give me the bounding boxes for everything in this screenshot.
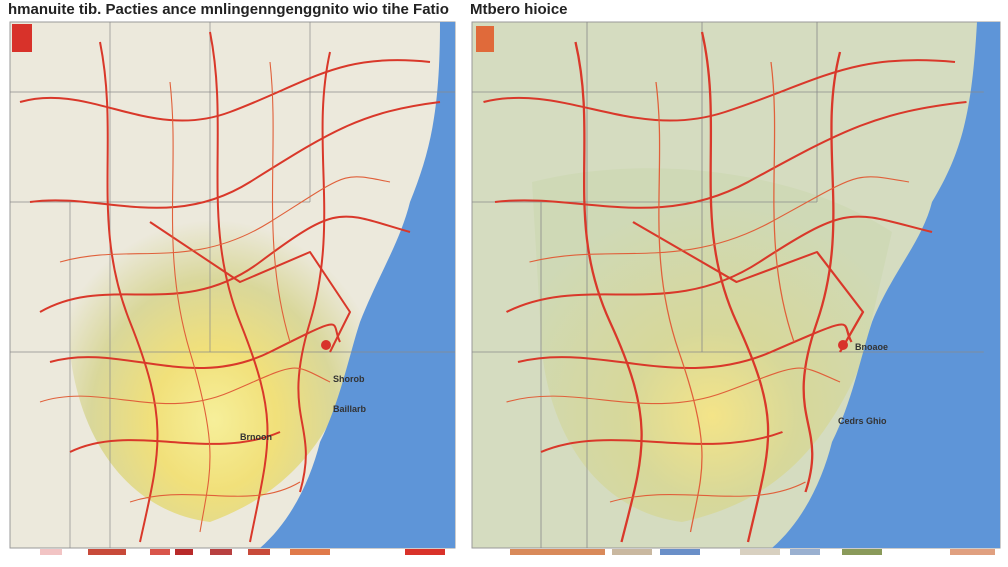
ocean bbox=[772, 22, 1000, 548]
right-map bbox=[470, 20, 1001, 550]
place-label: Shorob bbox=[333, 374, 365, 384]
panel-title: Mtbero hioice bbox=[470, 1, 568, 18]
place-label: Cedrs Ghio bbox=[838, 416, 887, 426]
marker-box bbox=[476, 26, 494, 52]
heat-area bbox=[70, 158, 390, 522]
place-label: Bnoaoe bbox=[855, 342, 888, 352]
city-marker bbox=[321, 340, 331, 350]
place-label: Brnoon bbox=[240, 432, 272, 442]
ocean bbox=[260, 22, 455, 548]
left-map bbox=[9, 21, 456, 549]
legend-strip bbox=[510, 549, 995, 555]
marker-box bbox=[12, 24, 32, 52]
place-label: Baillarb bbox=[333, 404, 367, 414]
legend-strip bbox=[40, 549, 445, 555]
panel-title: hmanuite tib. Pacties ance mnlingenngeng… bbox=[8, 1, 449, 18]
city-marker bbox=[838, 340, 848, 350]
